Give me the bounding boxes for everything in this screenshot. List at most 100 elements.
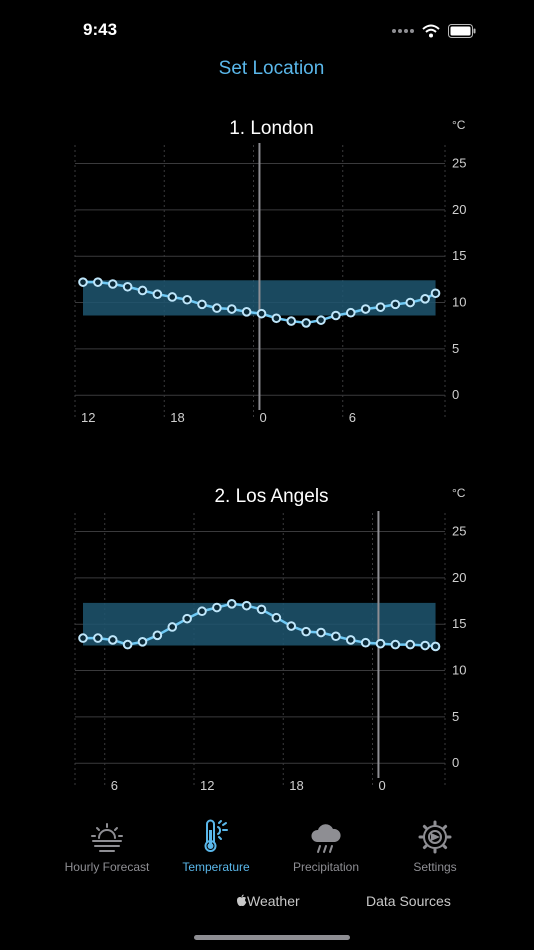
x-tick-label: 6 (349, 410, 356, 425)
signal-icon (392, 29, 414, 33)
apple-logo-icon (237, 894, 247, 907)
temperature-point (420, 640, 430, 651)
chart-title-los-angels: 2. Los Angels (214, 486, 329, 507)
temperature-point (271, 313, 282, 324)
unit-label-london: °C (452, 118, 466, 132)
temperature-point (226, 599, 237, 609)
temperature-point (316, 315, 326, 325)
temperature-point (93, 633, 103, 643)
y-tick-label: 15 (452, 616, 466, 631)
temperature-point (212, 303, 222, 313)
temperature-point (241, 307, 252, 317)
temperature-point (152, 630, 163, 641)
tab-temperature[interactable]: Temperature (161, 818, 271, 874)
x-tick-label: 18 (170, 410, 184, 425)
temperature-point (316, 627, 326, 638)
temperature-point (182, 613, 192, 624)
status-time: 9:43 (83, 20, 118, 39)
tab-precipitation[interactable]: Precipitation (271, 818, 381, 874)
temperature-point (122, 281, 133, 292)
y-tick-label: 5 (452, 709, 459, 724)
x-tick-label: 12 (81, 410, 95, 425)
gear-icon (418, 820, 452, 854)
y-tick-label: 0 (452, 755, 459, 770)
chart-title-london: 1. London (229, 118, 314, 139)
temperature-chart-london[interactable]: 0 5 10 15 20 25 12 18 0 6 (53, 140, 490, 430)
temperature-point (182, 294, 192, 305)
app-screen: 9:43 Set Location 1. London °C 0 5 10 15 20 2… (53, 0, 490, 950)
temperature-point (405, 639, 416, 650)
x-tick-label: 0 (260, 410, 267, 425)
battery-icon (448, 24, 476, 38)
tab-bar: Hourly Forecast Temperature (53, 818, 490, 878)
temperature-point (78, 633, 88, 643)
x-tick-label: 0 (379, 778, 386, 793)
temperature-point (107, 635, 118, 645)
y-tick-label: 25 (452, 524, 466, 539)
weather-label: Weather (247, 893, 300, 909)
y-tick-label: 5 (452, 341, 459, 356)
x-tick-label: 6 (111, 778, 118, 793)
temperature-point (167, 292, 178, 302)
temperature-point (430, 641, 441, 652)
tab-settings[interactable]: Settings (380, 818, 490, 874)
tab-label: Temperature (182, 860, 250, 874)
temperature-point (375, 302, 386, 312)
home-indicator (194, 935, 350, 940)
temperature-point (390, 639, 401, 650)
temperature-point (137, 637, 148, 647)
temperature-point (212, 602, 222, 613)
temperature-point (301, 318, 311, 328)
temperature-point (301, 626, 311, 637)
y-tick-label: 15 (452, 248, 466, 263)
status-icons (392, 24, 476, 38)
temperature-point (107, 279, 118, 289)
temperature-point (405, 297, 416, 308)
temperature-chart-los-angels[interactable]: 0 5 10 15 20 25 6 12 18 0 (53, 508, 490, 798)
temperature-point (122, 639, 133, 650)
x-tick-label: 12 (200, 778, 214, 793)
temperature-point (256, 604, 267, 615)
unit-label-los-angels: °C (452, 486, 466, 500)
data-sources-link[interactable]: Data Sources (366, 893, 451, 909)
temperature-point (360, 637, 371, 648)
tab-label: Precipitation (292, 860, 360, 874)
y-tick-label: 20 (452, 570, 466, 585)
temperature-point (93, 277, 103, 287)
temperature-point (167, 622, 178, 632)
temperature-point (197, 606, 207, 617)
temperature-point (152, 289, 163, 299)
temperature-point (137, 285, 148, 296)
cloud-rain-icon (311, 824, 341, 853)
wifi-icon (422, 24, 440, 38)
temperature-point (331, 631, 341, 642)
temperature-point (78, 277, 88, 287)
tab-hourly-forecast[interactable]: Hourly Forecast (52, 818, 162, 874)
temperature-point (271, 612, 282, 623)
temperature-point (390, 299, 401, 310)
temperature-point (331, 310, 341, 321)
temperature-point (420, 294, 430, 304)
x-tick-label: 18 (289, 778, 303, 793)
temperature-point (256, 308, 267, 319)
temperature-point (430, 288, 441, 299)
temperature-point (197, 299, 207, 310)
temperature-point (286, 621, 297, 631)
temperature-point (345, 307, 356, 318)
weather-attribution-link[interactable]: Weather (236, 893, 300, 909)
y-tick-label: 25 (452, 156, 466, 171)
y-tick-label: 20 (452, 202, 466, 217)
set-location-button[interactable]: Set Location (218, 58, 325, 79)
tab-label: Settings (413, 860, 457, 874)
y-tick-label: 0 (452, 387, 459, 402)
tab-label: Hourly Forecast (64, 860, 150, 874)
y-tick-label: 10 (452, 295, 466, 310)
sun-haze-icon (91, 823, 123, 852)
temperature-point (286, 316, 297, 326)
temperature-point (345, 635, 356, 645)
y-tick-label: 10 (452, 663, 466, 678)
temperature-point (241, 600, 252, 611)
thermometer-sun-icon (204, 819, 228, 852)
temperature-point (360, 304, 371, 314)
temperature-point (226, 304, 237, 314)
